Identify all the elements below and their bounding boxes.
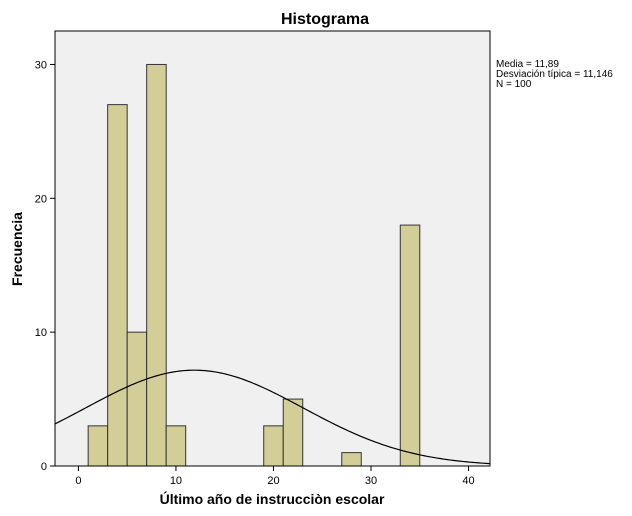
histogram-bar [107,104,128,467]
histogram-bar [282,398,304,467]
bars-layer [87,63,421,467]
plot-border [54,30,491,467]
stats-mean: Media = 11,89 [496,59,559,70]
chart-title: Histograma [281,11,369,28]
x-tick-label: 20 [267,475,279,487]
x-tick-label: 30 [365,475,377,487]
histogram-bar [126,331,148,467]
stats-sd: Desviación típica = 11,146 [496,69,613,80]
y-axis-label: Frecuencia [9,212,25,286]
histogram-bar [87,425,109,467]
stats-n: N = 100 [496,79,532,90]
stats-box: Media = 11,89 Desviación típica = 11,146… [496,59,613,90]
histogram-bar [146,63,167,467]
histogram-bar [341,452,362,467]
y-tick-label: 30 [35,59,47,71]
x-axis-label: Último año de instrucciòn escolar [160,490,385,507]
x-tick-label: 0 [75,475,81,487]
y-tick-label: 20 [35,193,47,205]
histogram-bar [165,425,187,467]
y-axis: 0 10 20 30 [35,59,55,473]
histogram-bar [399,224,421,467]
histogram-bar [263,425,284,467]
y-tick-label: 10 [35,327,47,339]
x-axis: 0 10 20 30 40 [75,466,475,487]
normal-curve [54,369,491,465]
y-tick-label: 0 [41,461,47,473]
x-tick-label: 40 [462,475,474,487]
x-tick-label: 10 [170,475,182,487]
